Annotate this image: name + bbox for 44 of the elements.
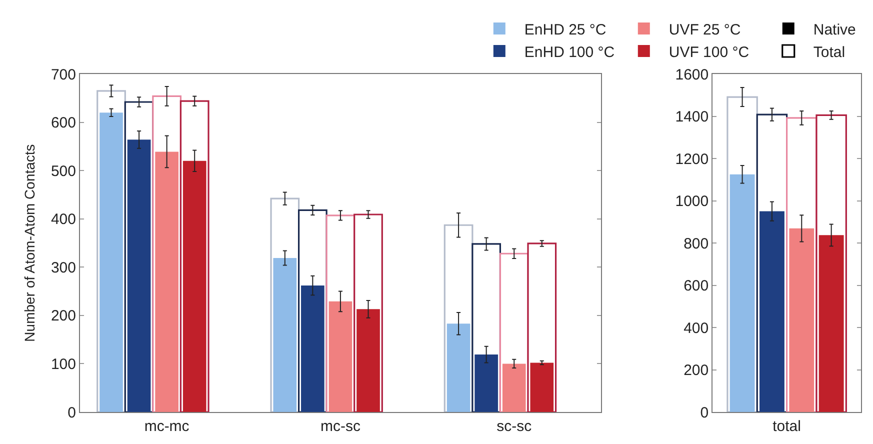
x-tick-label: mc-mc (144, 418, 190, 435)
legend-label: Total (813, 44, 846, 61)
y-tick-label: 400 (684, 320, 709, 337)
bar (446, 324, 470, 412)
y-tick-label: 200 (684, 362, 709, 379)
legend-label: EnHD 25 °C (524, 21, 606, 38)
y-tick-label: 1400 (675, 108, 709, 126)
y-tick-label: 1600 (675, 66, 709, 84)
y-tick-label: 500 (50, 162, 76, 180)
bar (155, 152, 178, 412)
bar (301, 285, 324, 412)
y-tick-label: 700 (50, 66, 76, 84)
legend-label: UVF 25 °C (668, 21, 741, 38)
y-tick-label: 300 (50, 259, 76, 276)
y-tick-label: 200 (50, 308, 76, 325)
y-tick-label: 1000 (675, 193, 709, 210)
bar (474, 354, 498, 412)
legend-label: EnHD 100 °C (524, 44, 615, 61)
bar (730, 174, 755, 412)
y-tick-label: 400 (50, 211, 76, 228)
bar (356, 309, 380, 412)
y-tick-label: 800 (684, 235, 709, 252)
bar (789, 228, 814, 412)
legend-label: UVF 100 °C (668, 44, 750, 61)
bar (328, 301, 352, 412)
x-tick-label: total (772, 418, 801, 435)
y-axis-title: Number of Atom-Atom Contacts (22, 144, 38, 342)
bar (273, 258, 297, 412)
x-tick-label: sc-sc (496, 418, 532, 435)
bar (182, 160, 206, 412)
bar (100, 112, 123, 412)
y-tick-label: 600 (684, 278, 709, 294)
y-tick-label: 0 (68, 404, 76, 422)
y-tick-label: 600 (50, 114, 76, 132)
bar (530, 362, 554, 412)
y-tick-label: 0 (700, 404, 709, 422)
bar (502, 364, 526, 412)
bar (760, 211, 784, 412)
bar (818, 235, 844, 412)
y-tick-label: 100 (50, 356, 76, 373)
legend-label: Native (813, 21, 856, 38)
bar (127, 140, 151, 412)
x-tick-label: mc-sc (320, 418, 361, 435)
y-tick-label: 1200 (675, 150, 709, 168)
